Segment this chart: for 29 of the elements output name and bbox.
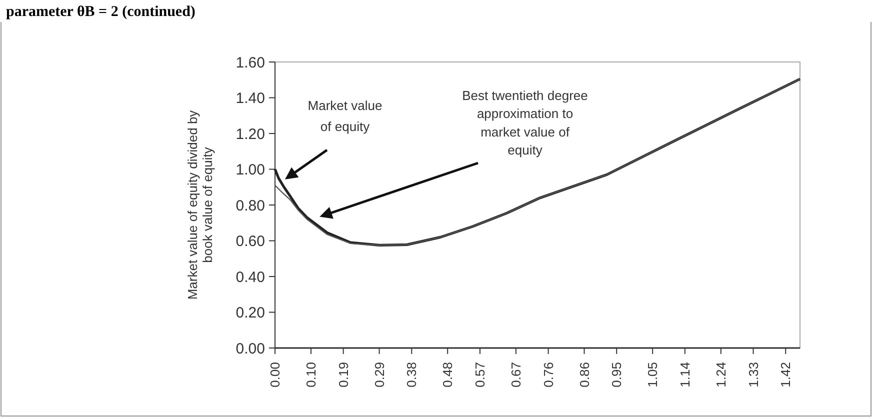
y-tick-label: 1.40 [236,90,265,107]
y-tick-label: 0.40 [236,268,265,286]
x-tick-label: 0.48 [440,362,456,388]
y-axis-title: Market value of equity divided by book value of equity [185,110,215,300]
x-tick-label: 1.24 [713,362,728,388]
y-tick-label: 1.00 [236,162,265,178]
y-tick-label: 0.00 [236,340,265,358]
x-tick-label: 1.14 [677,362,692,388]
x-tick-label: 0.19 [336,362,351,388]
annotation: Best twentieth degree approximation to market value of equity [462,88,588,158]
y-tick-label: 0.20 [236,304,265,322]
x-tick-label: 0.10 [304,362,319,388]
x-tick-label: 0.57 [472,362,488,388]
x-tick-label: 0.29 [372,362,387,388]
x-tick-label: 0.76 [540,362,556,388]
x-tick-label: 1.33 [746,362,761,388]
y-tick-label: 1.20 [236,126,265,143]
x-tick-label: 0.00 [268,362,283,388]
x-tick-label: 0.38 [404,362,420,388]
y-tick-label: 1.60 [236,54,265,72]
y-tick-label: 0.60 [236,233,265,250]
x-tick-label: 1.05 [645,362,660,388]
x-tick-label: 0.67 [508,362,524,388]
x-tick-label: 0.86 [576,362,592,388]
text: parameter θB = 2 (continued) [6,4,196,20]
annotation: Market value of equity [308,98,382,134]
y-tick-label: 0.80 [236,197,265,214]
x-tick-label: 0.95 [609,362,624,388]
x-tick-label: 1.42 [778,362,794,388]
